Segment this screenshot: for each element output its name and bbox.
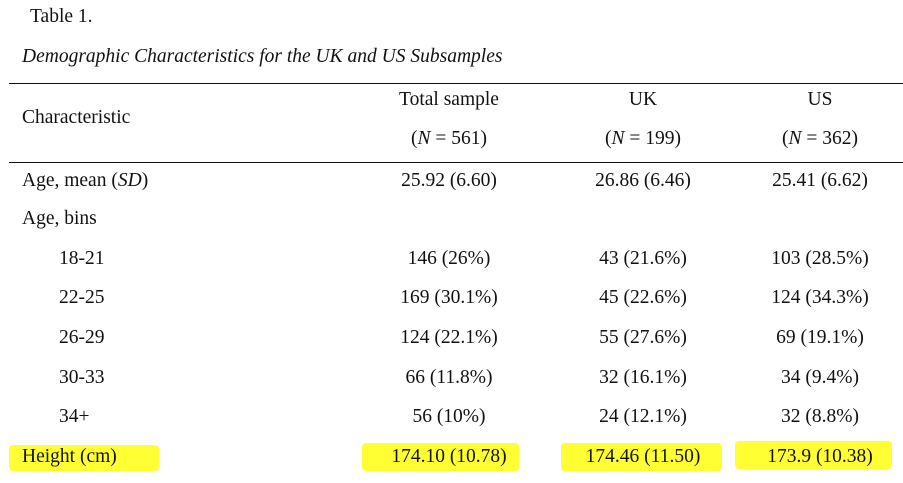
header-characteristic: Characteristic — [22, 107, 131, 128]
cell-22-25-total: 169 (30.1%) — [400, 287, 498, 308]
cell-18-21-total: 146 (26%) — [407, 248, 491, 269]
n-symbol: N — [788, 128, 802, 149]
row-label-18-21: 18-21 — [59, 248, 105, 269]
n-value: = 561) — [430, 128, 487, 149]
row-label-34-plus: 34+ — [59, 406, 90, 427]
n-value: = 199) — [624, 128, 681, 149]
header-total-sample: Total sample — [399, 89, 499, 110]
cell-22-25-uk: 45 (22.6%) — [599, 287, 687, 308]
cell-age-mean-total: 25.92 (6.60) — [401, 170, 497, 191]
header-us: US — [807, 89, 833, 110]
cell-30-33-uk: 32 (16.1%) — [599, 367, 687, 388]
cell-18-21-us: 103 (28.5%) — [771, 248, 869, 269]
row-label-30-33: 30-33 — [59, 367, 105, 388]
cell-22-25-us: 124 (34.3%) — [771, 287, 869, 308]
cell-30-33-us: 34 (9.4%) — [781, 367, 859, 388]
table-title: Demographic Characteristics for the UK a… — [22, 46, 503, 67]
cell-age-mean-uk: 26.86 (6.46) — [595, 170, 691, 191]
highlight-height-total — [362, 443, 519, 471]
header-uk: UK — [628, 89, 658, 110]
cell-34-plus-total: 56 (10%) — [412, 406, 486, 427]
top-rule — [9, 83, 903, 84]
cell-34-plus-us: 32 (8.8%) — [781, 406, 859, 427]
highlight-height-uk — [561, 443, 722, 471]
cell-30-33-total: 66 (11.8%) — [405, 367, 493, 388]
row-label-age-bins: Age, bins — [22, 208, 97, 229]
row-label-22-25: 22-25 — [59, 287, 105, 308]
n-open: ( — [410, 128, 418, 149]
n-symbol: N — [611, 128, 625, 149]
cell-26-29-uk: 55 (27.6%) — [599, 327, 687, 348]
cell-34-plus-uk: 24 (12.1%) — [599, 406, 687, 427]
cell-26-29-total: 124 (22.1%) — [400, 327, 498, 348]
cell-age-mean-us: 25.41 (6.62) — [772, 170, 868, 191]
highlight-height-us — [735, 441, 892, 469]
n-symbol: N — [417, 128, 431, 149]
header-uk-n: (N = 199) — [555, 127, 731, 151]
sd-symbol: SD — [117, 170, 142, 191]
cell-18-21-uk: 43 (21.6%) — [599, 248, 687, 269]
header-rule — [9, 162, 903, 163]
n-open: ( — [604, 128, 612, 149]
highlight-height-label — [9, 445, 159, 471]
n-value: = 362) — [801, 128, 858, 149]
cell-height-us: 173.9 (10.38) — [767, 446, 873, 467]
table-label: Table 1. — [30, 6, 93, 27]
cell-height-uk: 174.46 (11.50) — [585, 446, 701, 467]
row-label-26-29: 26-29 — [59, 327, 105, 348]
label-close: ) — [141, 170, 149, 191]
cell-height-total: 174.10 (10.78) — [391, 446, 507, 467]
n-open: ( — [781, 128, 789, 149]
header-total-n: (N = 561) — [340, 127, 558, 151]
row-label-height: Height (cm) — [22, 446, 117, 467]
row-label-age-mean: Age, mean (SD) — [22, 169, 148, 193]
cell-26-29-us: 69 (19.1%) — [776, 327, 864, 348]
header-us-n: (N = 362) — [728, 127, 903, 151]
label-text: Age, mean ( — [22, 170, 118, 191]
